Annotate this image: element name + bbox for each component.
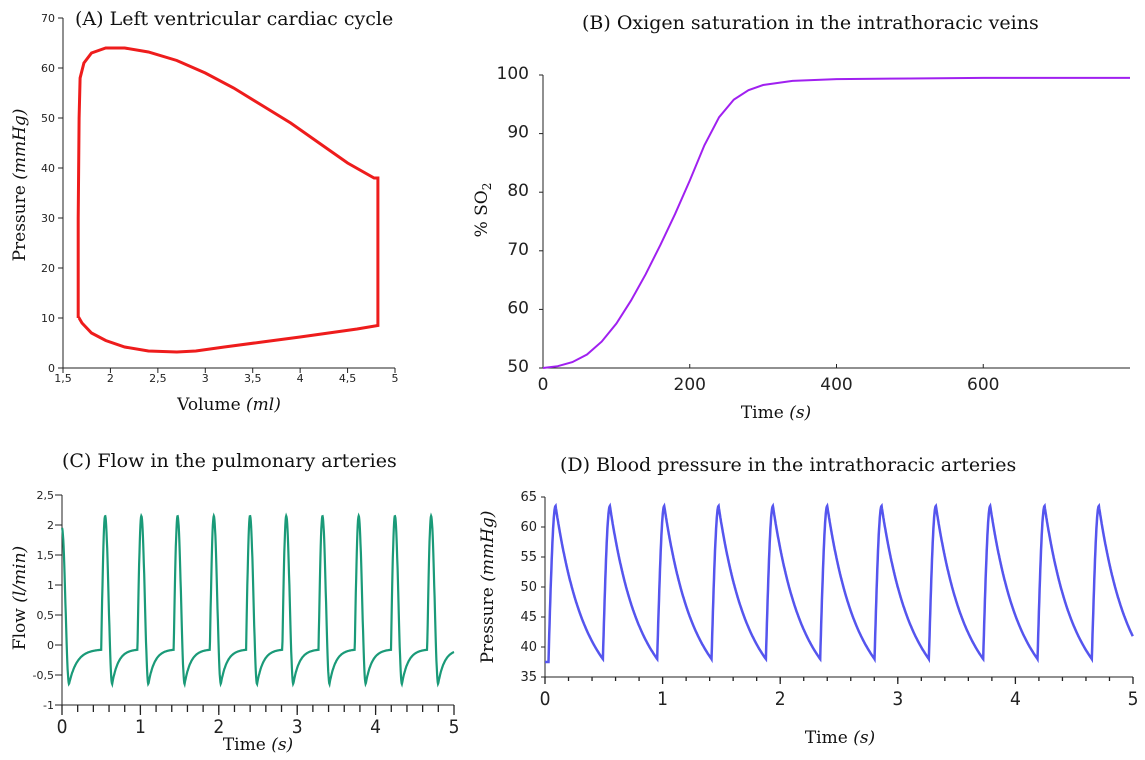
panel-b-y-tick-label: 60 [507,298,529,318]
panel-b: (B) Oxigen saturation in the intrathorac… [472,12,1130,423]
panel-c-y-tick-label: 2,5 [37,489,55,502]
panel-b-so2-curve [542,76,1130,369]
panel-b-x-tick-label: 200 [674,375,706,395]
panel-a-x-tick-label: 1,5 [54,372,72,385]
panel-c-x-tick-label: 1 [135,716,146,738]
panel-c-y-tick-label: 0 [47,639,54,652]
panel-c-x-tick-label: 4 [370,716,381,738]
panel-b-y-label: % SO2 [472,183,494,238]
panel-a-y-label: Pressure (mmHg) [10,109,30,262]
panel-d: (D) Blood pressure in the intrathoracic … [478,454,1138,748]
panel-a-y-tick-label: 50 [41,112,55,125]
panel-b-x-tick-label: 0 [538,375,549,395]
panel-c-x-tick-label: 5 [449,716,460,738]
panel-d-x-tick-label: 0 [540,688,551,710]
panel-b-y-tick-label: 50 [507,357,529,377]
panel-d-y-tick-label: 50 [520,580,537,595]
panel-a: (A) Left ventricular cardiac cycle 1,5 2 2… [10,8,399,415]
panel-a-y-tick-label: 10 [41,312,55,325]
panel-c-x-tick-label: 2 [213,716,224,738]
panel-d-x-label: Time (s) [805,728,875,748]
panel-a-y-tick-label: 60 [41,62,55,75]
panel-b-y-tick-label: 80 [507,181,529,201]
panel-a-y-tick-label: 40 [41,162,55,175]
panel-a-x-tick-label: 2,5 [149,372,167,385]
panel-c-y-tick-label: 1 [47,579,54,592]
panel-d-y-tick-label: 35 [520,670,537,685]
panel-d-x-tick-label: 5 [1128,688,1139,710]
panel-a-y-tick-label: 30 [41,212,55,225]
panel-a-x-tick-label: 5 [392,372,399,385]
panel-d-y-tick-label: 55 [520,550,537,565]
panel-b-y-tick-label: 90 [507,123,529,143]
panel-a-x-tick-label: 4,5 [339,372,357,385]
panel-c-x-label: Time (s) [223,735,293,755]
panel-d-x-tick-label: 4 [1010,688,1021,710]
panel-b-x-tick-label: 600 [967,375,999,395]
panel-c: (C) Flow in the pulmonary arteries 0 1 2 3 4… [10,450,459,755]
panel-c-y-tick-label: -0,5 [33,669,54,682]
panel-a-pv-loop [76,46,380,354]
panel-a-x-tick-label: 2 [107,372,114,385]
panel-c-y-tick-label: -1 [43,699,54,712]
panel-c-x-tick-label: 0 [57,716,68,738]
panel-c-flow-curve [60,512,455,689]
panel-a-x-label: Volume (ml) [176,395,281,415]
panel-c-y-tick-label: 1,5 [37,549,55,562]
panel-b-y-tick-label: 100 [497,64,529,84]
panel-a-x-tick-label: 3 [202,372,209,385]
panel-a-y-tick-label: 70 [41,12,55,25]
panel-b-x-tick-label: 400 [820,375,852,395]
panel-a-x-tick-label: 4 [297,372,304,385]
panel-a-y-tick-label: 0 [48,362,55,375]
panel-b-y-tick-label: 70 [507,240,529,260]
panel-d-pressure-curve [545,502,1134,664]
panel-b-x-label: Time (s) [741,403,811,423]
panel-a-x-tick-label: 3,5 [244,372,262,385]
panel-c-y-tick-label: 0,5 [37,609,55,622]
panel-c-title: (C) Flow in the pulmonary arteries [62,450,397,472]
panel-d-x-tick-label: 3 [892,688,903,710]
panel-d-title: (D) Blood pressure in the intrathoracic … [560,454,1016,476]
panel-d-y-tick-label: 45 [520,610,537,625]
panel-c-x-tick-label: 3 [292,716,303,738]
panel-a-title: (A) Left ventricular cardiac cycle [75,8,393,30]
panel-d-y-tick-label: 65 [520,490,537,505]
panel-b-title: (B) Oxigen saturation in the intrathorac… [582,12,1039,34]
panel-d-y-tick-label: 40 [520,640,537,655]
panel-d-x-tick-label: 1 [657,688,668,710]
panel-d-x-tick-label: 2 [775,688,786,710]
panel-a-y-tick-label: 20 [41,262,55,275]
panel-d-y-label: Pressure (mmHg) [478,511,498,664]
panel-c-y-label: Flow (l/min) [10,546,30,650]
panel-d-y-tick-label: 60 [520,520,537,535]
panel-c-y-tick-label: 2 [47,519,54,532]
